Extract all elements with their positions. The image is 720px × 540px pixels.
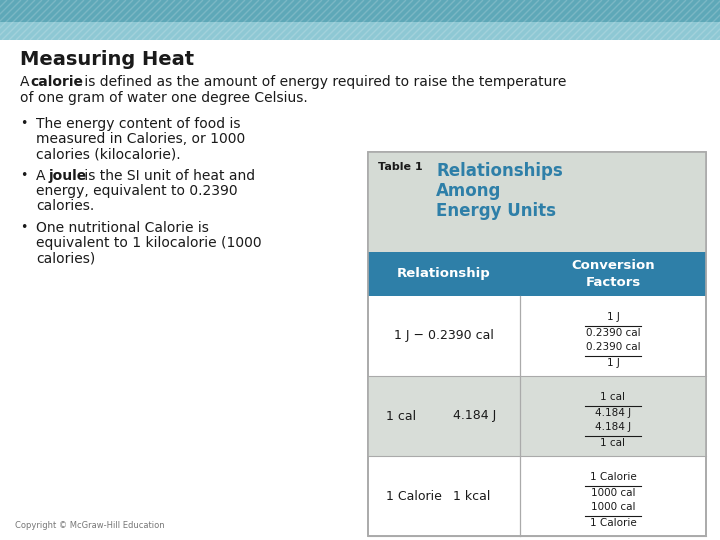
Text: One nutritional Calorie is: One nutritional Calorie is — [36, 221, 209, 235]
Text: 1 J: 1 J — [606, 312, 619, 322]
Text: 4.184 J: 4.184 J — [595, 408, 631, 418]
Text: 1 Calorie: 1 Calorie — [386, 489, 442, 503]
Text: calories): calories) — [36, 251, 95, 265]
Text: Measuring Heat: Measuring Heat — [20, 50, 194, 69]
Text: calorie: calorie — [30, 75, 83, 89]
Bar — [368, 152, 706, 252]
Text: of one gram of water one degree Celsius.: of one gram of water one degree Celsius. — [20, 91, 307, 105]
Text: A: A — [36, 169, 50, 183]
Bar — [368, 152, 706, 536]
Text: Copyright © McGraw-Hill Education: Copyright © McGraw-Hill Education — [15, 521, 165, 530]
Text: calories (kilocalorie).: calories (kilocalorie). — [36, 147, 181, 161]
Text: 1 J: 1 J — [606, 358, 619, 368]
Text: The energy content of food is: The energy content of food is — [36, 117, 240, 131]
Text: measured in Calories, or 1000: measured in Calories, or 1000 — [36, 132, 246, 146]
Text: Conversion
Factors: Conversion Factors — [571, 259, 654, 289]
Text: •: • — [20, 169, 27, 182]
Text: Energy Units: Energy Units — [436, 202, 556, 220]
Text: 1000 cal: 1000 cal — [590, 488, 635, 498]
Text: 0.2390 cal: 0.2390 cal — [585, 328, 640, 338]
Text: 1 Calorie: 1 Calorie — [590, 518, 636, 528]
Text: 4.184 J: 4.184 J — [453, 409, 496, 422]
Text: A: A — [20, 75, 34, 89]
Text: •: • — [20, 117, 27, 130]
Text: is defined as the amount of energy required to raise the temperature: is defined as the amount of energy requi… — [80, 75, 567, 89]
Text: •: • — [20, 221, 27, 234]
Text: Table 1: Table 1 — [378, 162, 423, 172]
Text: 1 cal: 1 cal — [600, 438, 626, 448]
Text: 1 cal: 1 cal — [386, 409, 416, 422]
Text: 1 kcal: 1 kcal — [453, 489, 490, 503]
Text: 1000 cal: 1000 cal — [590, 502, 635, 512]
Text: calories.: calories. — [36, 199, 94, 213]
Bar — [0, 22, 720, 40]
Text: joule: joule — [48, 169, 86, 183]
Text: 1 cal: 1 cal — [600, 392, 626, 402]
Text: is the SI unit of heat and: is the SI unit of heat and — [80, 169, 255, 183]
Text: Energy: Energy — [652, 515, 705, 530]
Text: 1 Calorie: 1 Calorie — [590, 472, 636, 482]
Text: 0.2390 cal: 0.2390 cal — [585, 342, 640, 352]
Text: energy, equivalent to 0.2390: energy, equivalent to 0.2390 — [36, 184, 238, 198]
Bar — [368, 152, 706, 536]
Bar — [0, 0, 720, 22]
Text: equivalent to 1 kilocalorie (1000: equivalent to 1 kilocalorie (1000 — [36, 236, 261, 250]
Text: 4.184 J: 4.184 J — [595, 422, 631, 432]
Text: 1 J − 0.2390 cal: 1 J − 0.2390 cal — [394, 329, 494, 342]
Bar — [368, 252, 706, 296]
Bar — [368, 376, 706, 456]
Text: Relationships: Relationships — [436, 162, 563, 180]
Text: Relationship: Relationship — [397, 267, 491, 280]
Text: Among: Among — [436, 182, 501, 200]
